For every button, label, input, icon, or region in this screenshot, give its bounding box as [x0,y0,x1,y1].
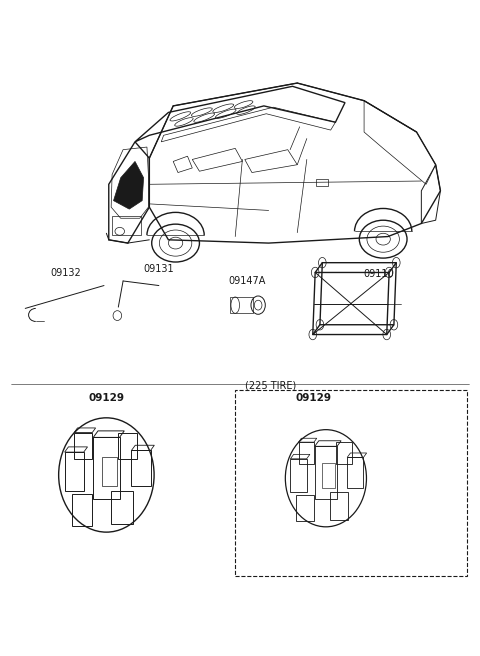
Text: 09129: 09129 [296,393,332,403]
Bar [330,492,348,520]
Bar [322,463,335,488]
Bar [235,390,467,576]
Bar [72,494,92,525]
Text: 09132: 09132 [50,268,81,277]
Ellipse shape [254,300,262,310]
Bar [132,451,151,486]
Text: (225 TIRE): (225 TIRE) [245,380,296,390]
Bar [74,432,92,459]
Bar [111,491,132,523]
Bar [316,179,328,186]
Bar [299,442,314,464]
Bar [93,438,120,499]
Bar [118,432,137,459]
Bar [112,216,141,236]
Bar [290,459,307,492]
Bar [102,457,117,486]
Bar [315,446,337,499]
Bar [336,442,352,464]
Bar [347,457,363,488]
Text: 09147A: 09147A [228,276,266,285]
Bar [297,495,313,522]
Polygon shape [114,161,144,209]
Text: 09131: 09131 [144,264,174,274]
Bar [230,297,253,313]
Text: 09110: 09110 [363,269,394,279]
Text: 09129: 09129 [88,393,124,403]
Bar [65,452,84,491]
